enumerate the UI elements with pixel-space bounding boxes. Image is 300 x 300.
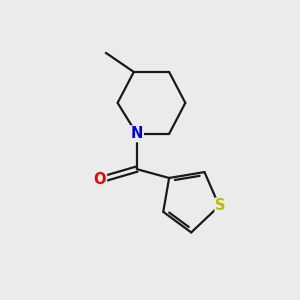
Text: N: N (130, 126, 143, 141)
Text: S: S (215, 198, 226, 213)
Text: O: O (94, 172, 106, 187)
